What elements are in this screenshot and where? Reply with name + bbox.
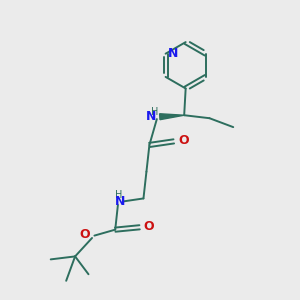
Text: O: O (144, 220, 154, 233)
Text: N: N (115, 195, 125, 208)
Polygon shape (160, 114, 184, 120)
Text: N: N (168, 46, 178, 60)
Text: O: O (80, 228, 90, 241)
Text: N: N (146, 110, 156, 123)
Text: H: H (151, 107, 158, 117)
Text: H: H (115, 190, 122, 200)
Text: O: O (178, 134, 189, 147)
